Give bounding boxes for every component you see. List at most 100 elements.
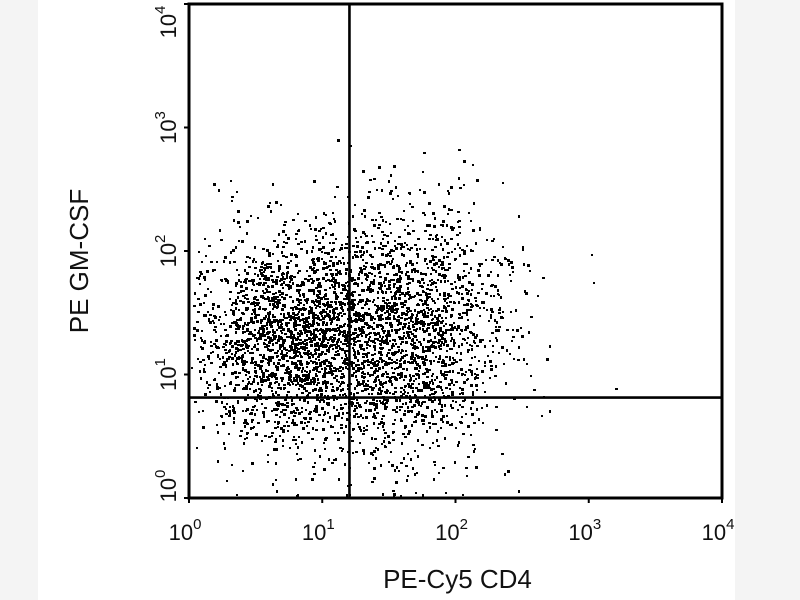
event-dot-p2 [361,213,363,215]
event-dot-p1 [268,316,270,318]
event-dot-p1 [328,347,330,350]
event-dot-p1 [291,341,294,344]
event-dot-p2 [380,316,382,319]
event-dot-p1 [274,427,277,429]
event-dot-p1 [242,410,244,412]
event-dot-p1 [374,275,376,277]
event-dot-p1 [208,245,211,247]
event-dot-p2 [442,467,445,469]
event-dot-p2 [423,330,426,333]
event-dot-p1 [242,348,245,350]
event-dot-p1 [202,359,205,361]
event-dot-p1 [318,371,321,373]
event-dot-p2 [411,344,414,346]
event-dot-p2 [461,406,464,408]
event-dot-p1 [270,210,272,213]
event-dot-p2 [434,256,437,258]
event-dot-p1 [203,314,206,317]
event-dot-p2 [432,326,434,329]
event-dot-p2 [392,343,394,345]
event-dot-p2 [515,309,517,312]
event-dot-p2 [427,348,430,351]
x-tick-exponent: 2 [460,516,468,533]
event-dot-p2 [409,380,411,382]
event-dot-p2 [466,309,468,312]
event-dot-p2 [411,278,414,280]
event-dot-p1 [277,339,280,342]
event-dot-p1 [357,283,359,286]
event-dot-p2 [378,282,380,285]
event-dot-p1 [314,345,316,347]
event-dot-p1 [196,447,198,449]
event-dot-p2 [433,461,436,463]
event-dot-p2 [325,324,327,326]
event-dot-p1 [319,319,322,321]
event-dot-p2 [332,242,335,244]
event-dot-p1 [335,303,337,305]
event-dot-p1 [259,327,262,330]
event-dot-p2 [445,323,447,325]
event-dot-p2 [467,425,470,428]
event-dot-p1 [362,259,364,261]
event-dot-p2 [458,220,461,222]
event-dot-p1 [259,337,262,340]
event-dot-p1 [322,277,325,280]
event-dot-p2 [427,284,429,286]
event-dot-p2 [347,262,349,264]
event-dot-p2 [431,311,433,314]
event-dot-p2 [325,390,327,392]
event-dot-p1 [310,312,313,314]
event-dot-p1 [254,361,257,363]
event-dot-p1 [226,358,228,361]
event-dot-p2 [417,355,419,357]
event-dot-p1 [322,419,324,422]
event-dot-p2 [442,415,445,418]
event-dot-p1 [254,246,256,249]
event-dot-p2 [400,302,403,305]
event-dot-p2 [444,280,446,283]
event-dot-p1 [292,439,295,441]
event-dot-p2 [442,267,445,269]
event-dot-p2 [351,374,354,377]
event-dot-p1 [345,272,347,275]
event-dot-p1 [329,310,331,313]
event-dot-p1 [230,251,232,254]
event-dot-p1 [367,359,369,362]
event-dot-p2 [411,406,414,408]
y-tick-exponent: 2 [152,235,169,243]
event-dot-p2 [450,209,453,211]
event-dot-p2 [476,389,478,391]
event-dot-p1 [259,278,261,280]
event-dot-p1 [304,374,306,377]
event-dot-p1 [245,387,248,390]
event-dot-p1 [326,313,329,315]
event-dot-p2 [321,361,323,363]
event-dot-p2 [436,289,438,292]
event-dot-p2 [444,377,446,379]
event-dot-p1 [352,245,355,247]
event-dot-p2 [417,401,420,404]
event-dot-p2 [426,304,429,306]
event-dot-p2 [441,236,443,238]
event-dot-p2 [491,259,494,261]
event-dot-p1 [333,459,336,461]
event-dot-p1 [294,422,296,424]
x-tick-base: 10 [302,520,326,545]
event-dot-p1 [383,422,385,425]
event-dot-p1 [329,280,332,282]
event-dot-p2 [495,329,498,332]
event-dot-p1 [299,339,302,341]
event-dot-p2 [398,280,401,283]
event-dot-p1 [281,251,283,254]
event-dot-p2 [498,352,500,354]
event-dot-p1 [220,335,222,337]
event-dot-p1 [220,279,222,281]
event-dot-p1 [275,438,277,441]
event-dot-p1 [299,384,302,386]
event-dot-p1 [347,451,349,453]
event-dot-p2 [361,344,363,346]
event-dot-p2 [386,235,389,237]
event-dot-p1 [222,422,225,424]
event-dot-p1 [277,350,279,352]
event-dot-p1 [260,322,262,324]
